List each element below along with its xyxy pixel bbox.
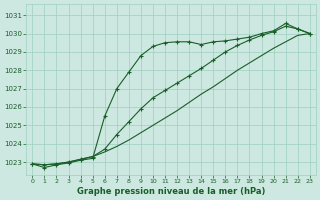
X-axis label: Graphe pression niveau de la mer (hPa): Graphe pression niveau de la mer (hPa) bbox=[77, 187, 265, 196]
